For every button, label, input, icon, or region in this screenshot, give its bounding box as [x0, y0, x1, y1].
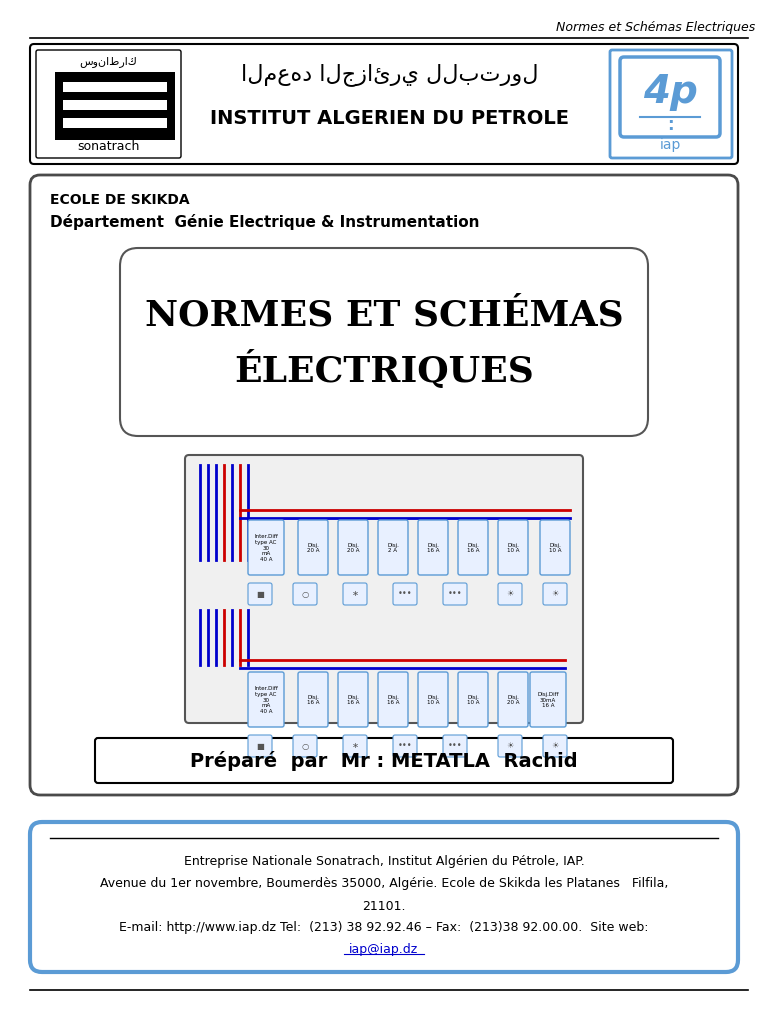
FancyBboxPatch shape	[620, 57, 720, 137]
FancyBboxPatch shape	[610, 50, 732, 158]
Bar	[63, 100, 167, 110]
FancyBboxPatch shape	[343, 735, 367, 757]
Bar	[55, 72, 175, 140]
Text: Disj.
20 A: Disj. 20 A	[507, 694, 519, 706]
Text: Disj.
16 A: Disj. 16 A	[346, 694, 359, 706]
FancyBboxPatch shape	[293, 583, 317, 605]
Text: ☀: ☀	[551, 590, 559, 598]
FancyBboxPatch shape	[120, 248, 648, 436]
FancyBboxPatch shape	[393, 583, 417, 605]
Bar	[63, 118, 167, 128]
FancyBboxPatch shape	[498, 520, 528, 575]
FancyBboxPatch shape	[418, 672, 448, 727]
FancyBboxPatch shape	[338, 672, 368, 727]
Text: iap: iap	[659, 138, 680, 152]
Text: Disj.
2 A: Disj. 2 A	[387, 543, 399, 553]
Text: Disj.
16 A: Disj. 16 A	[306, 694, 319, 706]
Text: Disj.
10 A: Disj. 10 A	[507, 543, 519, 553]
FancyBboxPatch shape	[530, 672, 566, 727]
Text: ECOLE DE SKIKDA: ECOLE DE SKIKDA	[50, 193, 190, 207]
FancyBboxPatch shape	[185, 455, 583, 723]
Text: Disj.
10 A: Disj. 10 A	[549, 543, 561, 553]
Text: Disj.
10 A: Disj. 10 A	[467, 694, 479, 706]
FancyBboxPatch shape	[343, 583, 367, 605]
FancyBboxPatch shape	[418, 520, 448, 575]
FancyBboxPatch shape	[293, 735, 317, 757]
Text: •••: •••	[448, 590, 462, 598]
Text: Entreprise Nationale Sonatrach, Institut Algérien du Pétrole, IAP.: Entreprise Nationale Sonatrach, Institut…	[184, 855, 584, 868]
FancyBboxPatch shape	[543, 735, 567, 757]
Text: :: :	[667, 116, 674, 134]
Text: Disj.
16 A: Disj. 16 A	[427, 543, 439, 553]
Text: •••: •••	[398, 590, 412, 598]
FancyBboxPatch shape	[248, 735, 272, 757]
Text: سوناطراك: سوناطراك	[79, 56, 137, 68]
FancyBboxPatch shape	[298, 520, 328, 575]
FancyBboxPatch shape	[443, 735, 467, 757]
FancyBboxPatch shape	[393, 735, 417, 757]
Text: ☀: ☀	[506, 590, 514, 598]
FancyBboxPatch shape	[443, 583, 467, 605]
Text: Préparé  par  Mr : METATLA  Rachid: Préparé par Mr : METATLA Rachid	[190, 751, 578, 771]
Text: ■: ■	[256, 590, 264, 598]
Text: INSTITUT ALGERIEN DU PETROLE: INSTITUT ALGERIEN DU PETROLE	[210, 109, 570, 128]
FancyBboxPatch shape	[248, 672, 284, 727]
Text: iap@iap.dz: iap@iap.dz	[349, 943, 419, 956]
Text: ■: ■	[256, 741, 264, 751]
FancyBboxPatch shape	[543, 583, 567, 605]
Text: ☀: ☀	[551, 741, 559, 751]
Text: Disj.
16 A: Disj. 16 A	[387, 694, 399, 706]
Text: ○: ○	[301, 590, 309, 598]
Text: Inter.Diff
type AC
30
mA
40 A: Inter.Diff type AC 30 mA 40 A	[254, 686, 278, 714]
FancyBboxPatch shape	[248, 520, 284, 575]
FancyBboxPatch shape	[498, 735, 522, 757]
FancyBboxPatch shape	[458, 520, 488, 575]
Text: ☀: ☀	[506, 741, 514, 751]
FancyBboxPatch shape	[248, 583, 272, 605]
Text: •••: •••	[398, 741, 412, 751]
Text: ∗: ∗	[352, 590, 359, 598]
Text: Disj.
20 A: Disj. 20 A	[346, 543, 359, 553]
Text: 21101.: 21101.	[362, 899, 406, 912]
Text: Inter.Diff
type AC
30
mA
40 A: Inter.Diff type AC 30 mA 40 A	[254, 534, 278, 562]
Text: Disj.
10 A: Disj. 10 A	[427, 694, 439, 706]
Text: 4p: 4p	[643, 73, 697, 111]
Text: Département  Génie Electrique & Instrumentation: Département Génie Electrique & Instrumen…	[50, 214, 479, 230]
FancyBboxPatch shape	[378, 672, 408, 727]
Text: Avenue du 1er novembre, Boumerdès 35000, Algérie. Ecole de Skikda les Platanes  : Avenue du 1er novembre, Boumerdès 35000,…	[100, 878, 668, 891]
Text: ÉLECTRIQUES: ÉLECTRIQUES	[234, 350, 534, 389]
Text: ○: ○	[301, 741, 309, 751]
FancyBboxPatch shape	[540, 520, 570, 575]
FancyBboxPatch shape	[30, 822, 738, 972]
Text: المعهد الجزائري للبترول: المعهد الجزائري للبترول	[241, 63, 538, 86]
Text: NORMES ET SCHÉMAS: NORMES ET SCHÉMAS	[144, 298, 624, 332]
FancyBboxPatch shape	[30, 44, 738, 164]
Text: Normes et Schémas Electriques: Normes et Schémas Electriques	[556, 22, 755, 35]
FancyBboxPatch shape	[498, 672, 528, 727]
FancyBboxPatch shape	[30, 175, 738, 795]
Text: Disj.
16 A: Disj. 16 A	[467, 543, 479, 553]
FancyBboxPatch shape	[338, 520, 368, 575]
Text: ∗: ∗	[352, 741, 359, 751]
Text: E-mail: http://www.iap.dz Tel:  (213) 38 92.92.46 – Fax:  (213)38 92.00.00.  Sit: E-mail: http://www.iap.dz Tel: (213) 38 …	[119, 922, 649, 935]
FancyBboxPatch shape	[498, 583, 522, 605]
FancyBboxPatch shape	[95, 738, 673, 783]
Text: •••: •••	[448, 741, 462, 751]
FancyBboxPatch shape	[36, 50, 181, 158]
FancyBboxPatch shape	[378, 520, 408, 575]
Text: Disj.
20 A: Disj. 20 A	[306, 543, 319, 553]
Text: Disj.Diff
30mA
16 A: Disj.Diff 30mA 16 A	[537, 691, 559, 709]
Text: sonatrach: sonatrach	[77, 140, 139, 154]
FancyBboxPatch shape	[458, 672, 488, 727]
Bar	[63, 82, 167, 92]
FancyBboxPatch shape	[298, 672, 328, 727]
